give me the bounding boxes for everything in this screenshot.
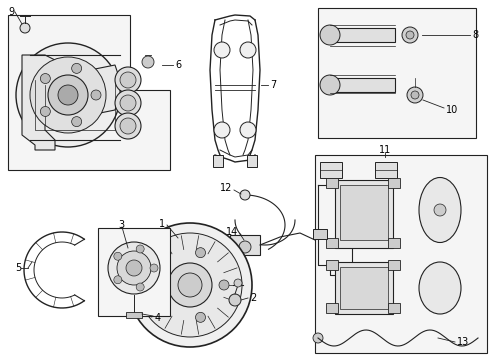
Bar [335,180,393,248]
Bar [320,162,342,178]
Circle shape [313,333,323,343]
Bar [315,155,487,353]
Circle shape [115,113,141,139]
Text: 10: 10 [446,105,458,115]
Bar [326,238,338,248]
Circle shape [239,241,251,253]
Circle shape [138,233,242,337]
Circle shape [115,67,141,93]
Circle shape [128,223,252,347]
Bar [230,235,260,255]
Circle shape [40,107,50,116]
Circle shape [150,264,158,272]
Circle shape [136,283,144,291]
Circle shape [142,56,154,68]
Circle shape [120,118,136,134]
Circle shape [114,276,122,284]
Text: 14: 14 [226,227,238,237]
Circle shape [214,42,230,58]
Text: 2: 2 [250,293,256,303]
Circle shape [196,312,205,322]
Text: 9: 9 [8,7,14,17]
Text: 6: 6 [175,60,181,70]
Bar [247,155,257,167]
Circle shape [320,75,340,95]
Bar [340,185,388,240]
Circle shape [114,252,122,260]
Circle shape [240,122,256,138]
Circle shape [240,42,256,58]
Circle shape [120,72,136,88]
Bar [326,178,338,188]
Circle shape [72,117,82,127]
Circle shape [16,43,120,147]
Text: 1: 1 [159,219,165,229]
Circle shape [168,263,212,307]
Bar [335,262,393,314]
Circle shape [229,294,241,306]
Circle shape [58,85,78,105]
Bar [126,312,142,318]
Circle shape [234,279,242,287]
Bar [340,267,388,309]
Circle shape [157,300,168,310]
Circle shape [91,90,101,100]
Circle shape [20,23,30,33]
Bar [326,260,338,270]
Bar [388,178,400,188]
Text: 7: 7 [270,80,276,90]
Bar [326,303,338,313]
Circle shape [406,31,414,39]
Circle shape [219,280,229,290]
Bar [318,8,476,138]
Text: 3: 3 [118,220,124,230]
Text: 4: 4 [155,313,161,323]
Circle shape [196,248,205,258]
Circle shape [115,90,141,116]
Text: 11: 11 [379,145,391,155]
Circle shape [320,25,340,45]
Bar [330,78,395,92]
Text: 8: 8 [472,30,478,40]
Bar [375,162,397,178]
Bar [388,238,400,248]
Bar [330,28,395,42]
Bar [213,155,223,167]
Circle shape [240,190,250,200]
Circle shape [411,91,419,99]
Circle shape [157,260,168,270]
Circle shape [407,87,423,103]
Circle shape [72,63,82,73]
Ellipse shape [419,262,461,314]
Text: 5: 5 [15,263,21,273]
Circle shape [30,57,106,133]
Circle shape [126,260,142,276]
Bar [313,229,327,239]
Circle shape [108,242,160,294]
Text: 12: 12 [220,183,232,193]
Polygon shape [22,55,120,150]
Circle shape [434,204,446,216]
Circle shape [178,273,202,297]
Bar [388,260,400,270]
Circle shape [40,73,50,84]
Bar [388,303,400,313]
Text: 13: 13 [457,337,469,347]
Circle shape [136,245,144,253]
Circle shape [117,251,151,285]
Ellipse shape [419,177,461,243]
Circle shape [120,95,136,111]
Circle shape [48,75,88,115]
Polygon shape [8,15,170,170]
Circle shape [214,122,230,138]
Circle shape [402,27,418,43]
Bar [98,228,170,316]
